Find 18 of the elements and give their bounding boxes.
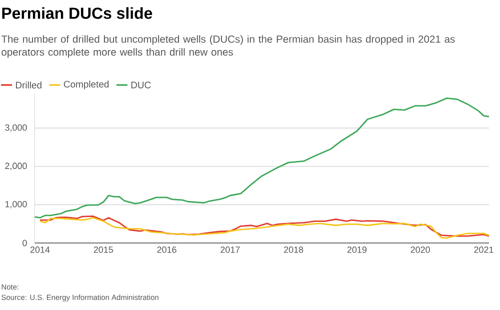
x-tick-label: 2016 <box>157 246 176 253</box>
y-tick-label: 1,000 <box>5 200 27 208</box>
chart-subtitle: The number of drilled but uncompleted wells (DUCs) in the Permian basin has dropped in 2021 as operators complete more wells than drill new ones <box>1 35 455 58</box>
x-tick-label: 2017 <box>220 246 240 253</box>
y-tick-label: 2,000 <box>5 162 27 170</box>
x-tick-label: 2015 <box>94 246 113 253</box>
x-tick-label: 2019 <box>347 246 366 253</box>
x-tick-label: 2021 <box>474 246 494 253</box>
legend-label: Drilled <box>16 82 42 88</box>
line-series <box>34 98 490 218</box>
x-tick-label: 2018 <box>284 246 304 253</box>
y-tick-label: 3,000 <box>5 124 27 132</box>
x-tick-label: 2014 <box>30 246 50 253</box>
chart-title: Permian DUCs slide <box>2 7 152 19</box>
y-tick-label: 0 <box>22 240 27 246</box>
legend-label: Completed <box>64 80 109 90</box>
x-tick-label: 2020 <box>410 246 430 253</box>
legend-label: DUC <box>131 82 151 88</box>
